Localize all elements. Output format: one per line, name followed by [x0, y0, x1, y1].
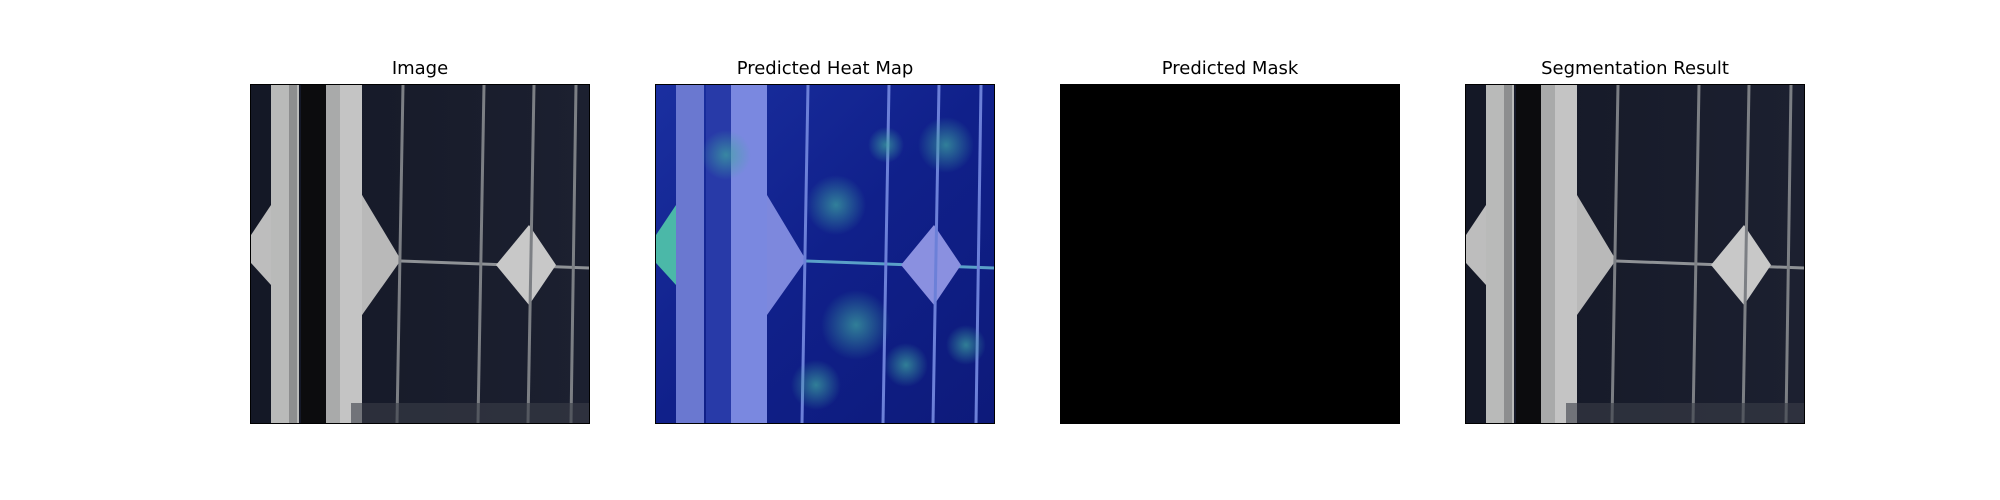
panel-mask: Predicted Mask: [1060, 0, 1400, 500]
panel-title-segmentation: Segmentation Result: [1465, 58, 1805, 80]
solar-cell-photo: [251, 85, 589, 423]
segmentation-photo: [1466, 85, 1804, 423]
panel-title-mask: Predicted Mask: [1060, 58, 1400, 80]
panel-heat-map: Predicted Heat Map: [655, 0, 995, 500]
heat-map-image: [655, 84, 995, 424]
segmentation-image: [1465, 84, 1805, 424]
panel-segmentation: Segmentation Result: [1465, 0, 1805, 500]
panel-title-heat-map: Predicted Heat Map: [655, 58, 995, 80]
panel-image: Image: [250, 0, 590, 500]
panel-title-image: Image: [250, 58, 590, 80]
heat-map-overlay: [656, 85, 994, 423]
mask-image: [1060, 84, 1400, 424]
solar-cell-image: [250, 84, 590, 424]
